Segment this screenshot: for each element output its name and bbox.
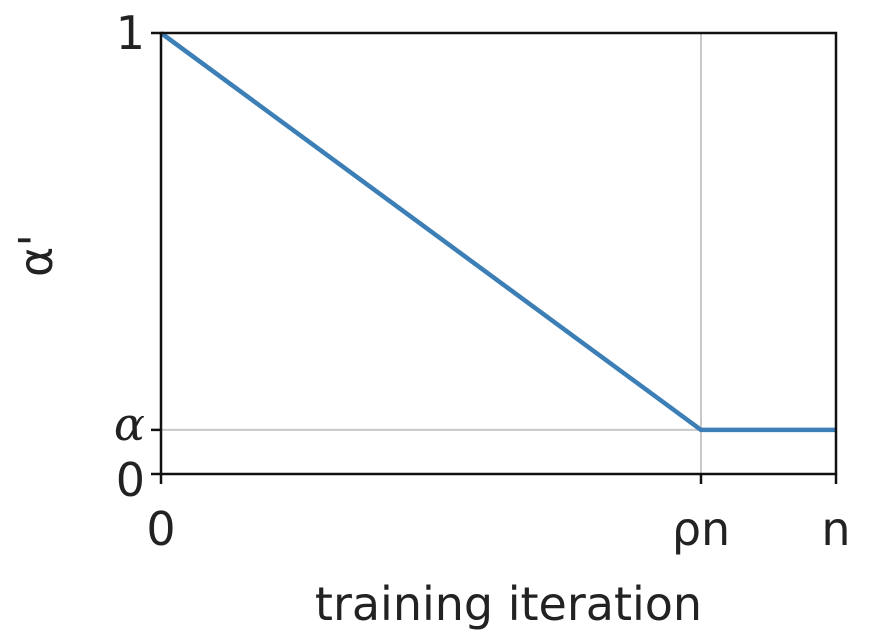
series-line: [159, 31, 836, 433]
y-tick-label: α: [114, 397, 145, 451]
x-ticks: 0 ρn n: [146, 474, 851, 556]
y-ticks: 0α 1: [114, 6, 161, 507]
series-layer: [159, 31, 836, 433]
y-tick-label: 0: [116, 453, 145, 507]
x-axis-label: training iteration: [315, 577, 702, 631]
reference-lines: [161, 33, 836, 474]
x-tick-label: 0: [146, 502, 175, 556]
plot-frame: [159, 31, 838, 476]
y-tick-label: 1: [116, 6, 145, 60]
x-tick-label: ρn: [672, 502, 730, 556]
y-axis-label: α': [9, 234, 63, 277]
x-tick-label: n: [821, 502, 850, 556]
